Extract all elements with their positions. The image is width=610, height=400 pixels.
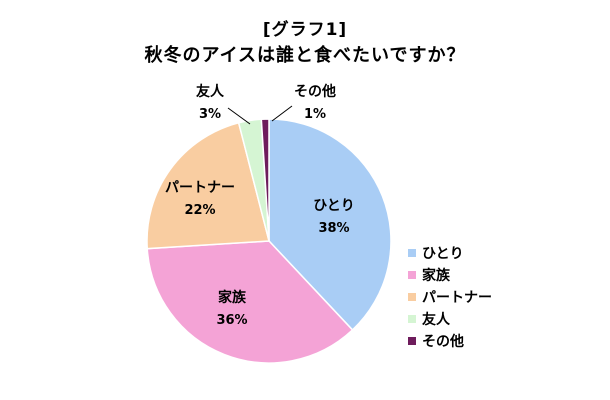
chart-title: [グラフ1] — [262, 20, 348, 40]
slice-label-1: 家族 — [218, 289, 247, 306]
chart-subtitle: 秋冬のアイスは誰と食べたいですか？ — [144, 45, 466, 66]
legend-label-3: 友人 — [422, 311, 451, 328]
slice-value-label-4: 1% — [304, 107, 326, 122]
legend-swatch-1 — [408, 271, 416, 279]
legend-label-2: パートナー — [422, 290, 492, 306]
legend-swatch-3 — [408, 315, 416, 323]
slice-label-2: パートナー — [165, 180, 235, 196]
slice-label-3: 友人 — [196, 83, 225, 100]
legend-swatch-0 — [408, 249, 416, 257]
pie-slice-1 — [146, 240, 354, 364]
slice-value-label-0: 38% — [318, 221, 349, 236]
legend-swatch-4 — [408, 337, 416, 345]
legend-label-4: その他 — [422, 333, 464, 350]
slice-value-label-2: 22% — [184, 203, 215, 218]
legend-label-1: 家族 — [422, 267, 451, 284]
pie-slice-2 — [146, 121, 270, 250]
legend-label-0: ひとり — [422, 246, 464, 262]
pie-slice-4 — [260, 118, 270, 242]
legend-swatch-2 — [408, 293, 416, 301]
leader-line-4 — [271, 105, 293, 122]
leader-line-3 — [227, 107, 251, 125]
pie-slice-0 — [268, 118, 392, 331]
slice-value-label-3: 3% — [199, 107, 221, 122]
slice-label-4: その他 — [294, 83, 336, 100]
slice-value-label-1: 36% — [216, 313, 247, 328]
slice-label-0: ひとり — [313, 198, 355, 214]
